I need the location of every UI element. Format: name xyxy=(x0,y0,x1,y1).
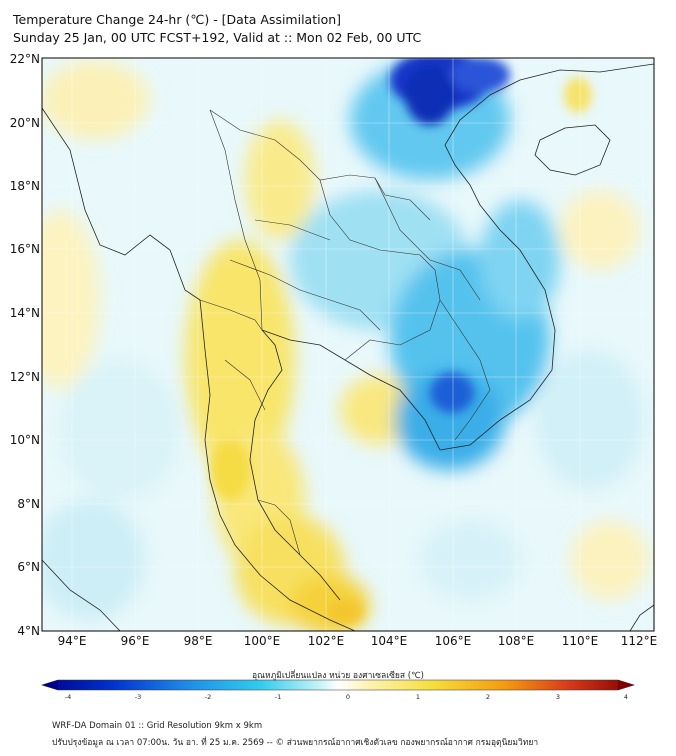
colorbar-tick: -2 xyxy=(205,693,211,701)
colorbar-tick: -3 xyxy=(135,693,141,701)
lat-label: 10°N xyxy=(10,433,40,447)
lat-label: 6°N xyxy=(17,560,40,574)
colorbar-tick: -4 xyxy=(65,693,71,701)
colorbar-max-arrow xyxy=(618,680,634,690)
lon-axis: 94°E 96°E 98°E 100°E 102°E 104°E 106°E 1… xyxy=(58,634,658,648)
footer-model-info: WRF-DA Domain 01 :: Grid Resolution 9km … xyxy=(52,721,263,731)
lon-label: 106°E xyxy=(435,634,472,648)
lon-label: 96°E xyxy=(121,634,150,648)
lon-label: 108°E xyxy=(498,634,535,648)
lon-label: 98°E xyxy=(184,634,213,648)
country-borders xyxy=(199,109,491,556)
lon-label: 112°E xyxy=(621,634,658,648)
footer-credit: ปรับปรุงข้อมูล ณ เวลา 07:00น. วัน อา. ที… xyxy=(52,738,539,748)
lon-label: 100°E xyxy=(244,634,281,648)
lat-label: 4°N xyxy=(17,624,40,638)
lat-label: 8°N xyxy=(17,497,40,511)
lat-label: 22°N xyxy=(10,52,40,66)
lat-label: 14°N xyxy=(10,306,40,320)
map-subtitle: Sunday 25 Jan, 00 UTC FCST+192, Valid at… xyxy=(13,30,422,45)
colorbar-tick: 0 xyxy=(346,693,350,701)
lat-label: 20°N xyxy=(10,116,40,130)
lon-label: 110°E xyxy=(562,634,599,648)
lat-axis: 22°N 20°N 18°N 16°N 14°N 12°N 10°N 8°N 6… xyxy=(10,52,40,638)
graticule xyxy=(42,58,654,631)
colorbar-title: อุณหภูมิเปลี่ยนแปลง หน่วย องศาเซลเซียส (… xyxy=(252,671,424,681)
map-title: Temperature Change 24-hr (℃) - [Data Ass… xyxy=(13,12,342,27)
temperature-field xyxy=(42,58,654,631)
colorbar-tick: 1 xyxy=(416,693,420,701)
colorbar-tick: 3 xyxy=(556,693,560,701)
lat-label: 12°N xyxy=(10,370,40,384)
lon-label: 102°E xyxy=(308,634,345,648)
lat-label: 18°N xyxy=(10,179,40,193)
lat-label: 16°N xyxy=(10,242,40,256)
coastlines xyxy=(42,63,654,631)
colorbar: -4 -3 -2 -1 0 1 2 3 4 xyxy=(40,679,636,701)
colorbar-tick: 4 xyxy=(624,693,628,701)
colorbar-min-arrow xyxy=(42,680,58,690)
lon-label: 94°E xyxy=(58,634,87,648)
colorbar-tick: 2 xyxy=(486,693,490,701)
map-frame xyxy=(41,57,655,632)
colorbar-tick: -1 xyxy=(275,693,281,701)
lon-label: 104°E xyxy=(371,634,408,648)
